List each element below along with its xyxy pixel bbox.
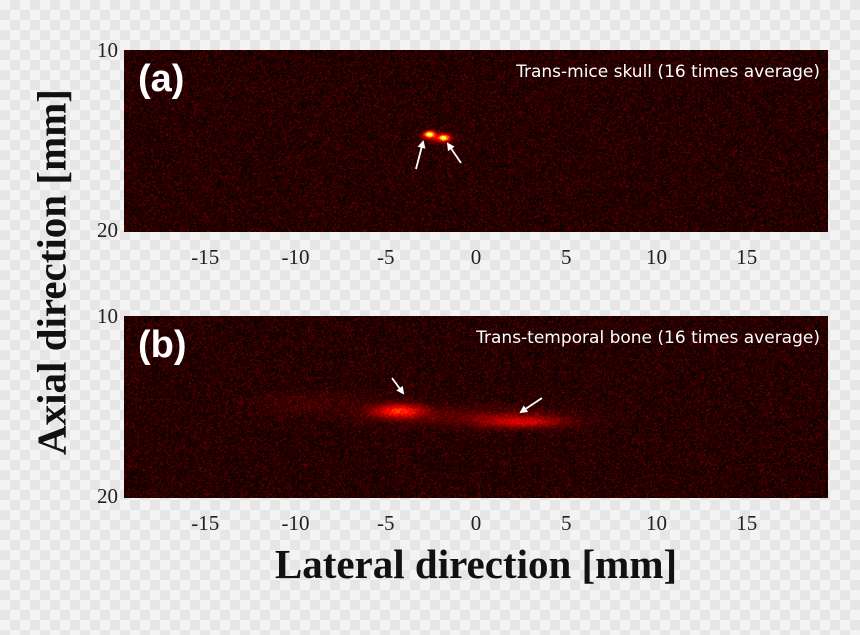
panel-a-xtick: 0 [470, 245, 482, 269]
panel-b-ytick-top: 10 [97, 304, 118, 328]
panel-a-xtick: 10 [646, 245, 667, 269]
x-axis-label: Lateral direction [mm] [274, 541, 678, 587]
panel-b-letter: (b) [138, 324, 187, 366]
panel-b-speckle-image [124, 316, 828, 498]
panel-b-xtick: -10 [281, 511, 310, 535]
panel-b-xtick: 0 [470, 511, 482, 535]
panel-b-arrow-left [391, 377, 405, 395]
panel-a-xtick: -5 [376, 245, 395, 269]
panel-b-xtick: -15 [191, 511, 220, 535]
panel-a-xtick: 5 [561, 245, 572, 269]
panel-b-xtick: 10 [646, 511, 667, 535]
panel-b-xtick: 15 [736, 511, 758, 535]
panel-a-arrow-right [446, 142, 462, 164]
panel-b-arrows [391, 377, 543, 414]
panel-a-arrow-left [415, 140, 426, 170]
panel-b-image: (b) Trans-temporal bone (16 times averag… [124, 316, 828, 498]
panel-a-caption: Trans-mice skull (16 times average) [516, 62, 820, 82]
panel-a-speckle-image [124, 50, 828, 232]
panel-a-ytick-top: 10 [97, 38, 118, 62]
panel-a-xtick: -10 [281, 245, 310, 269]
panel-b-xtick: 5 [561, 511, 572, 535]
panel-a-letter: (a) [138, 58, 185, 100]
panel-b-arrow-right [519, 397, 543, 414]
panel-a-arrows [415, 140, 462, 170]
panel-a-xtick: -15 [191, 245, 220, 269]
panel-b-caption: Trans-temporal bone (16 times average) [476, 328, 820, 348]
panel-a-ytick-bottom: 20 [97, 218, 118, 242]
panel-b-ytick-bottom: 20 [97, 484, 118, 508]
panel-a-xtick: 15 [736, 245, 758, 269]
panel-a-image: (a) Trans-mice skull (16 times average) [124, 50, 828, 232]
panel-b-xtick: -5 [376, 511, 395, 535]
y-axis-label: Axial direction [mm] [28, 89, 75, 455]
